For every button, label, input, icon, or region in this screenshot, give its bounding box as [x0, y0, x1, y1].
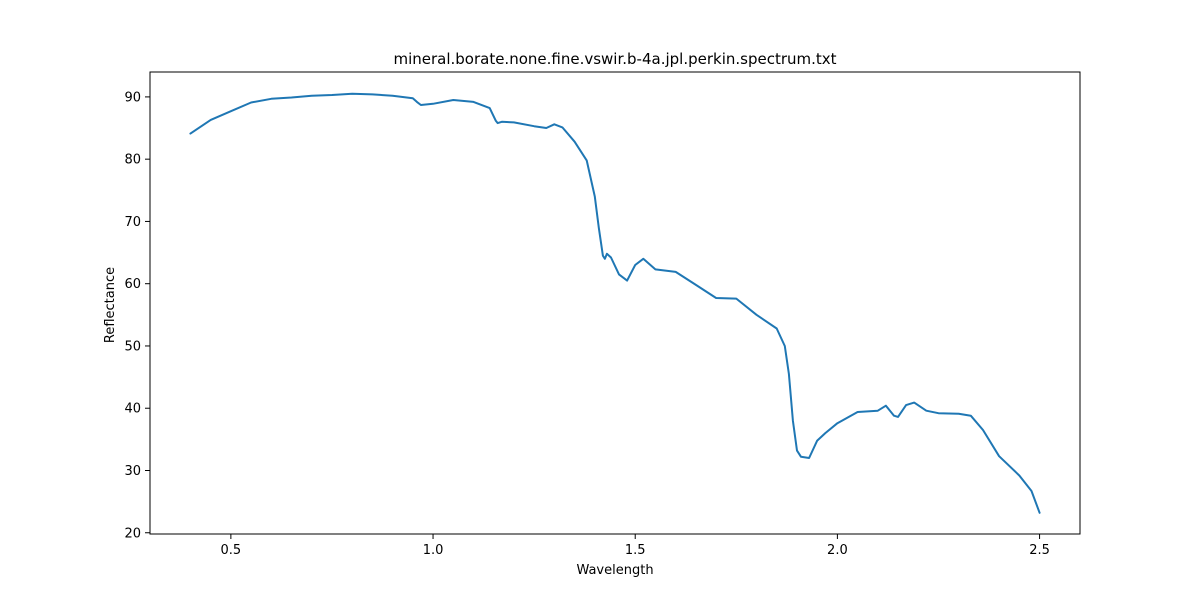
- y-tick-label: 30: [124, 464, 141, 479]
- y-axis-label: Reflectance: [103, 267, 118, 343]
- y-tick-label: 40: [124, 402, 141, 417]
- chart-title: mineral.borate.none.fine.vswir.b-4a.jpl.…: [393, 50, 836, 68]
- x-axis: 0.5 1.0 1.5 2.0 2.5: [221, 534, 1050, 558]
- x-tick-label: 0.5: [221, 543, 242, 558]
- y-tick-label: 70: [124, 215, 141, 230]
- y-tick-label: 60: [124, 277, 141, 292]
- y-tick-label: 50: [124, 339, 141, 354]
- y-tick-label: 80: [124, 153, 141, 168]
- x-tick-label: 1.0: [423, 543, 444, 558]
- plot-frame: [149, 71, 1081, 535]
- series-line-0: [189, 92, 1041, 514]
- y-tick-label: 90: [124, 90, 141, 105]
- y-tick-label: 20: [124, 526, 141, 541]
- x-axis-label: Wavelength: [576, 563, 653, 578]
- plot-area: [149, 71, 1081, 535]
- x-tick-label: 2.0: [827, 543, 848, 558]
- x-tick-label: 1.5: [625, 543, 646, 558]
- y-axis: 20 30 40 50 60 70 80 90: [124, 90, 150, 541]
- x-tick-label: 2.5: [1029, 543, 1050, 558]
